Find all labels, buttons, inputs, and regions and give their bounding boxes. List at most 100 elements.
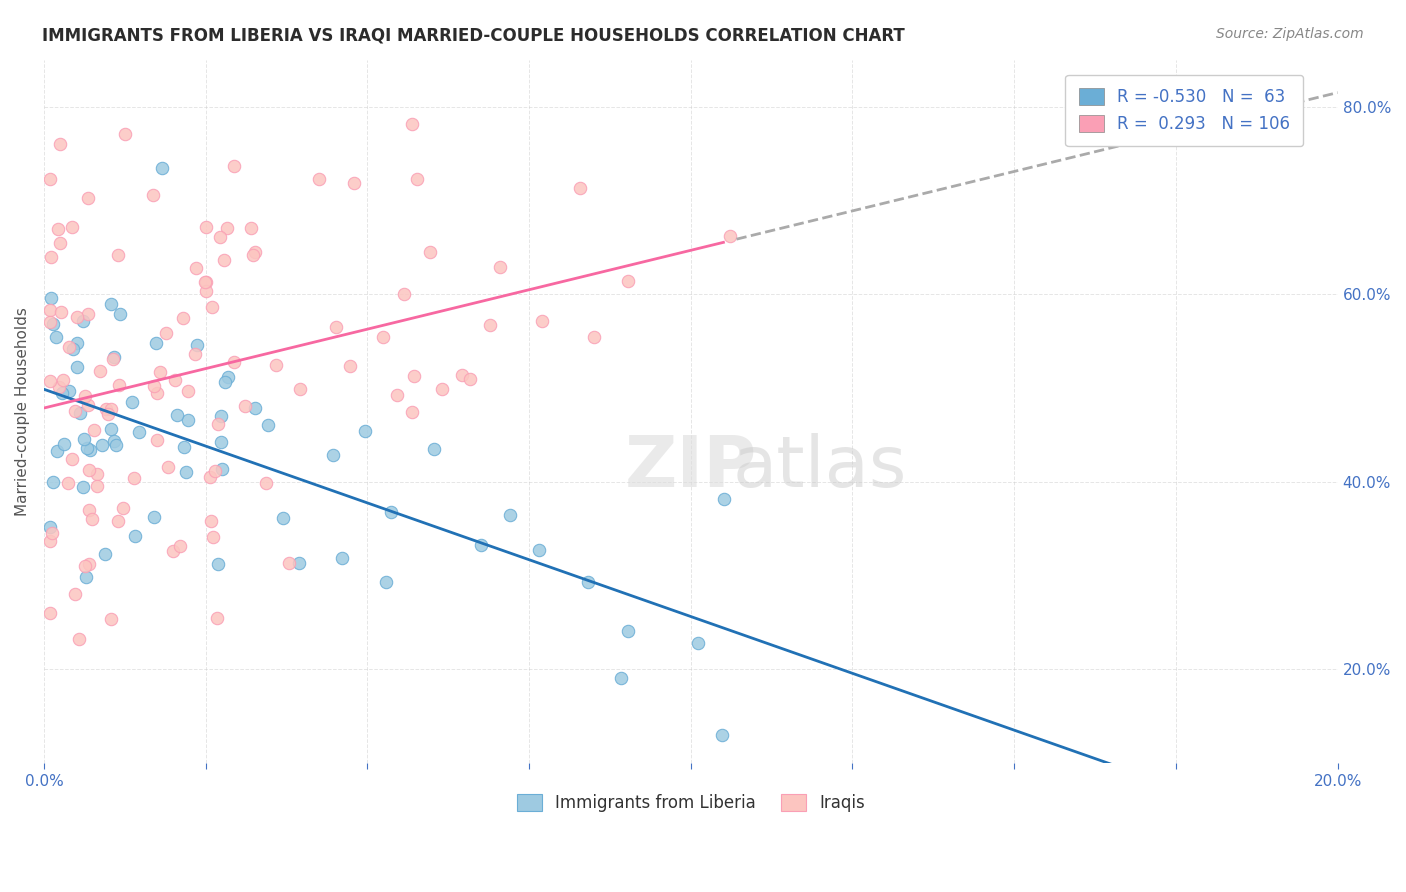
Point — [146, 433, 169, 447]
Point — [77, 503, 100, 517]
Point — [39, 519, 62, 533]
Point — [710, 728, 733, 742]
Point — [163, 373, 186, 387]
Point — [375, 574, 398, 589]
Point — [103, 434, 125, 448]
Point — [222, 355, 245, 369]
Point — [254, 475, 277, 490]
Point — [65, 404, 87, 418]
Point — [277, 556, 299, 570]
Point — [288, 382, 311, 396]
Point — [107, 247, 129, 261]
Point — [325, 320, 347, 334]
Point — [63, 587, 86, 601]
Point — [150, 161, 173, 176]
Point — [100, 612, 122, 626]
Point — [208, 230, 231, 244]
Point — [212, 253, 235, 268]
Point — [240, 221, 263, 235]
Point — [100, 422, 122, 436]
Point — [330, 550, 353, 565]
Text: ZIP: ZIP — [624, 434, 756, 502]
Point — [60, 451, 83, 466]
Point — [77, 557, 100, 571]
Point — [72, 314, 94, 328]
Point — [432, 382, 454, 396]
Point — [105, 437, 128, 451]
Point — [72, 432, 94, 446]
Point — [200, 300, 222, 314]
Point — [530, 314, 553, 328]
Point — [124, 470, 146, 484]
Point — [45, 443, 67, 458]
Point — [103, 351, 125, 366]
Point — [51, 385, 73, 400]
Point — [114, 127, 136, 141]
Point — [209, 434, 232, 449]
Point — [202, 530, 225, 544]
Point — [51, 305, 73, 319]
Point — [243, 401, 266, 415]
Point — [128, 425, 150, 439]
Point — [146, 385, 169, 400]
Text: Source: ZipAtlas.com: Source: ZipAtlas.com — [1216, 27, 1364, 41]
Point — [527, 543, 550, 558]
Point — [94, 548, 117, 562]
Point — [233, 400, 256, 414]
Point — [451, 368, 474, 383]
Point — [288, 556, 311, 570]
Point — [207, 417, 229, 431]
Point — [58, 384, 80, 399]
Point — [82, 512, 104, 526]
Point — [194, 275, 217, 289]
Point — [172, 311, 194, 326]
Point — [617, 274, 640, 288]
Point — [686, 635, 709, 649]
Point — [56, 476, 79, 491]
Point — [194, 219, 217, 234]
Point — [419, 244, 441, 259]
Point — [89, 364, 111, 378]
Point — [162, 543, 184, 558]
Point — [39, 606, 62, 620]
Point — [52, 373, 75, 387]
Point — [617, 624, 640, 639]
Point — [62, 343, 84, 357]
Point — [39, 251, 62, 265]
Point — [142, 188, 165, 202]
Point — [77, 398, 100, 412]
Point — [177, 384, 200, 399]
Point — [39, 291, 62, 305]
Point — [72, 480, 94, 494]
Point — [458, 372, 481, 386]
Point — [39, 172, 62, 186]
Point — [176, 465, 198, 479]
Point — [177, 413, 200, 427]
Point — [343, 177, 366, 191]
Point — [100, 401, 122, 416]
Point — [184, 261, 207, 276]
Point — [256, 417, 278, 432]
Point — [142, 378, 165, 392]
Point — [66, 336, 89, 351]
Point — [39, 533, 62, 548]
Point — [42, 318, 65, 332]
Point — [100, 297, 122, 311]
Point — [713, 492, 735, 507]
Point — [568, 181, 591, 195]
Point — [423, 442, 446, 457]
Point — [155, 326, 177, 341]
Point — [156, 460, 179, 475]
Legend: Immigrants from Liberia, Iraqis: Immigrants from Liberia, Iraqis — [503, 780, 879, 825]
Point — [124, 529, 146, 543]
Point — [69, 406, 91, 420]
Point — [66, 310, 89, 324]
Point — [211, 462, 233, 476]
Point — [39, 315, 62, 329]
Point — [39, 374, 62, 388]
Point — [41, 525, 63, 540]
Point — [470, 538, 492, 552]
Point — [149, 365, 172, 379]
Point — [200, 514, 222, 528]
Point — [145, 335, 167, 350]
